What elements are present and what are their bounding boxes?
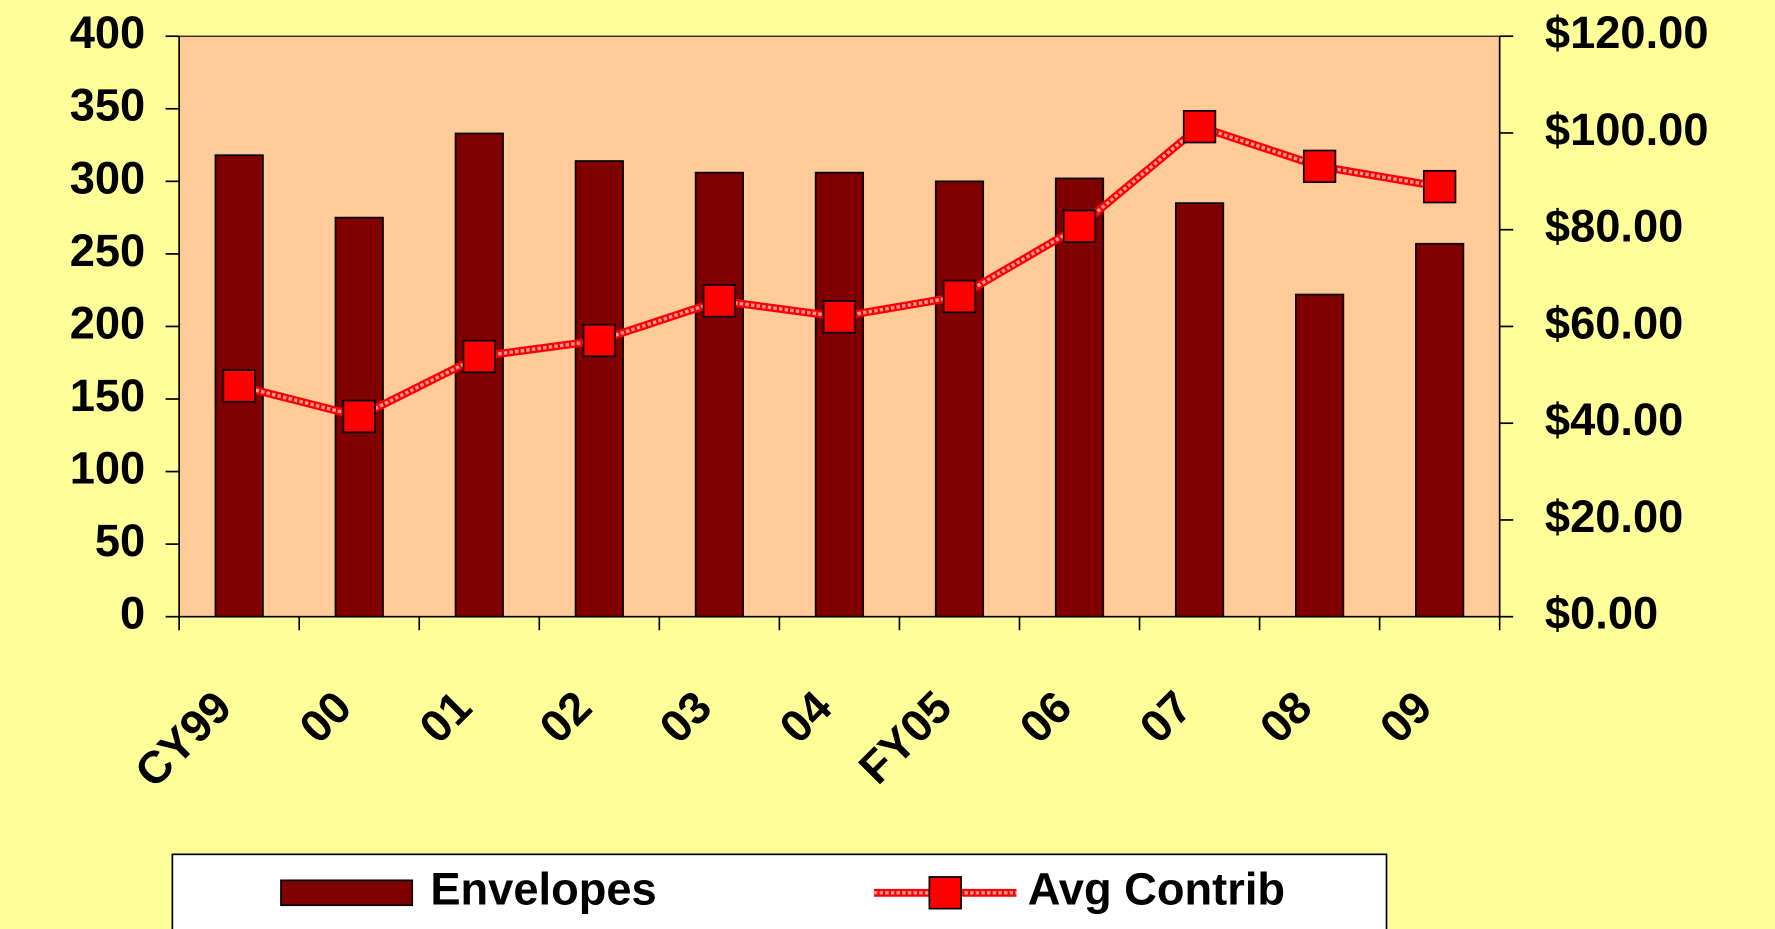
bar: [1415, 242, 1465, 618]
line-marker: [1302, 149, 1337, 184]
legend-label: Avg Contrib: [1028, 864, 1285, 915]
y2-tick-label: $100.00: [1545, 104, 1709, 155]
y2-tick-label: $0.00: [1545, 588, 1658, 639]
y-tick-label: 200: [70, 297, 146, 348]
y2-tick-label: $120.00: [1545, 7, 1709, 58]
line-marker: [582, 323, 617, 358]
legend-swatch-marker: [928, 876, 962, 910]
bar: [1294, 293, 1345, 618]
x-tick-label: 01: [410, 681, 482, 753]
line-marker: [1182, 109, 1217, 144]
x-tick-label: CY99: [125, 681, 241, 797]
x-tick-label: FY05: [849, 681, 962, 794]
x-tick-label: 04: [770, 681, 842, 753]
y-tick-label: 400: [70, 7, 146, 58]
bar: [694, 171, 744, 618]
line-marker: [822, 300, 857, 334]
line-marker: [222, 369, 256, 403]
bar: [454, 132, 504, 618]
x-tick-label: 08: [1250, 681, 1322, 753]
bar: [574, 160, 624, 618]
y-tick-label: 350: [70, 80, 146, 131]
line-marker: [462, 339, 496, 374]
line-marker: [942, 279, 977, 314]
line-marker: [342, 399, 376, 434]
line-marker: [1422, 169, 1457, 204]
line-marker: [1062, 209, 1097, 244]
line-marker: [702, 284, 737, 318]
x-tick-label: 06: [1010, 681, 1082, 753]
legend-label: Envelopes: [430, 864, 656, 915]
x-tick-label: 03: [650, 681, 722, 753]
y2-tick-label: $60.00: [1545, 297, 1683, 348]
y2-tick-label: $40.00: [1545, 394, 1683, 445]
y-tick-label: 250: [70, 225, 146, 276]
bar: [1174, 202, 1225, 618]
bar: [814, 171, 865, 618]
legend-swatch: [280, 879, 414, 907]
x-tick-label: 07: [1130, 681, 1202, 753]
x-tick-label: 02: [530, 681, 602, 753]
bar: [934, 180, 985, 618]
y-tick-label: 300: [70, 152, 146, 203]
y-tick-label: 150: [70, 370, 146, 421]
y-tick-label: 100: [70, 443, 146, 494]
y2-tick-label: $20.00: [1545, 491, 1683, 542]
y2-tick-label: $80.00: [1545, 201, 1683, 252]
y-tick-label: 50: [95, 515, 145, 566]
bar: [1054, 177, 1105, 618]
x-tick-label: 00: [290, 681, 362, 753]
x-tick-label: 09: [1370, 681, 1442, 753]
y-tick-label: 0: [120, 588, 145, 639]
